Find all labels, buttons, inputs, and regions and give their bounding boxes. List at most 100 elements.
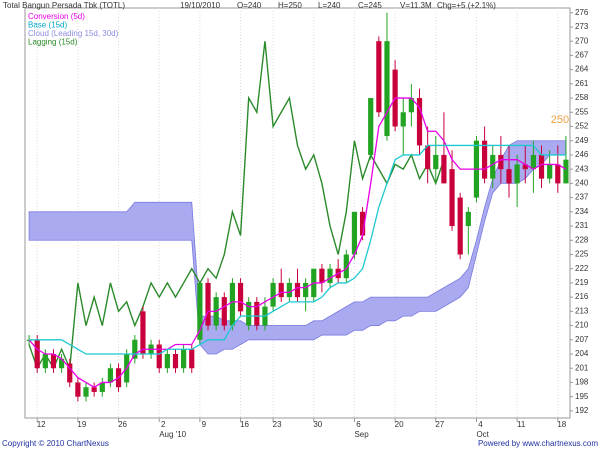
candle-body xyxy=(140,311,146,355)
x-tick-label: 27 xyxy=(435,420,444,429)
x-tick-label: 9 xyxy=(202,420,207,429)
candle-body xyxy=(132,339,138,359)
y-tick-label: 267 xyxy=(575,51,589,60)
header-info: 19/10/2010 xyxy=(180,1,221,10)
candle-body xyxy=(457,197,463,255)
candle-body xyxy=(91,387,97,392)
y-tick-label: 204 xyxy=(575,349,589,358)
candle-body xyxy=(530,154,536,170)
y-tick-label: 258 xyxy=(575,93,589,102)
x-tick-label: 16 xyxy=(240,420,249,429)
candle-body xyxy=(67,363,73,383)
legend-entry: Base (15d) xyxy=(28,21,67,30)
y-tick-label: 234 xyxy=(575,207,589,216)
header-info: O=240 xyxy=(237,1,262,10)
y-tick-label: 216 xyxy=(575,292,589,301)
candle-body xyxy=(205,282,211,326)
candle-body xyxy=(441,154,447,184)
y-tick-label: 222 xyxy=(575,264,589,273)
legend-entry: Cloud (Leading 15d, 30d) xyxy=(28,29,119,38)
candle-body xyxy=(75,382,81,397)
candle-body xyxy=(368,98,374,155)
x-tick-label: 26 xyxy=(118,420,127,429)
y-tick-label: 195 xyxy=(575,392,589,401)
candle-body xyxy=(538,154,545,179)
footer-right: Powered by www.chartnexus.com xyxy=(478,439,598,448)
x-tick-label: 20 xyxy=(395,420,404,429)
candle-body xyxy=(490,154,496,179)
annotation: 250 xyxy=(551,114,569,126)
x-tick-label: 18 xyxy=(557,420,566,429)
candle-body xyxy=(278,282,284,298)
candle-body xyxy=(172,354,179,369)
y-tick-label: 219 xyxy=(575,278,589,287)
candle-body xyxy=(433,154,439,170)
x-tick-label: 11 xyxy=(517,420,526,429)
y-tick-label: 240 xyxy=(575,178,589,187)
candle-body xyxy=(408,98,414,113)
y-tick-label: 228 xyxy=(575,235,589,244)
candle-body xyxy=(189,349,195,369)
footer-left: Copyright © 2010 ChartNexus xyxy=(2,439,109,448)
candle-body xyxy=(506,169,512,184)
candle-body xyxy=(303,282,309,298)
candle-body xyxy=(522,164,528,170)
y-tick-label: 210 xyxy=(575,321,589,330)
candle-body xyxy=(416,98,423,146)
candle-body xyxy=(270,282,276,307)
candle-body xyxy=(294,282,301,298)
y-tick-label: 273 xyxy=(575,22,589,31)
candle-body xyxy=(221,297,227,326)
candle-body xyxy=(50,354,57,369)
candle-body xyxy=(246,301,252,326)
line-series xyxy=(29,144,566,355)
month-label: Sep xyxy=(354,430,369,439)
y-tick-label: 261 xyxy=(575,79,589,88)
y-tick-label: 246 xyxy=(575,150,589,159)
candle-body xyxy=(59,358,65,369)
candle-body xyxy=(319,268,325,283)
candle-body xyxy=(400,112,406,127)
candle-body xyxy=(384,41,390,136)
header-info: Chg=+5 (+2.1%) xyxy=(437,1,496,10)
candle-body xyxy=(481,140,488,179)
candle-body xyxy=(286,282,292,298)
x-tick-label: 30 xyxy=(313,420,322,429)
candle-body xyxy=(83,387,89,397)
chart-title: Total Bangun Persada Tbk (TOTL) xyxy=(3,1,125,10)
y-tick-label: 255 xyxy=(575,107,589,116)
y-tick-label: 237 xyxy=(575,193,589,202)
candle-body xyxy=(164,354,170,369)
legend-entry: Conversion (5d) xyxy=(28,12,85,21)
x-tick-label: 12 xyxy=(37,420,46,429)
candle-body xyxy=(465,211,471,227)
y-tick-label: 249 xyxy=(575,136,589,145)
candle-body xyxy=(42,354,48,369)
x-tick-label: 19 xyxy=(77,420,86,429)
month-label: Oct xyxy=(476,430,489,439)
x-tick-label: 4 xyxy=(478,420,483,429)
header-info: L=240 xyxy=(318,1,341,10)
candle-body xyxy=(359,211,366,236)
x-tick-label: 2 xyxy=(161,420,166,429)
candle-body xyxy=(563,159,569,184)
candle-body xyxy=(254,301,260,326)
candle-body xyxy=(514,164,520,184)
y-tick-label: 276 xyxy=(575,8,589,17)
line-series xyxy=(28,41,445,370)
candle-body xyxy=(156,344,162,369)
y-tick-label: 264 xyxy=(575,65,589,74)
candle-body xyxy=(498,154,504,170)
candle-body xyxy=(181,349,187,369)
candle-body xyxy=(547,164,553,179)
y-tick-label: 270 xyxy=(575,36,589,45)
x-tick-label: 6 xyxy=(356,420,361,429)
candle-body xyxy=(376,41,382,113)
legend-entry: Lagging (15d) xyxy=(28,38,78,47)
candle-body xyxy=(229,282,236,326)
candle-body xyxy=(197,282,203,340)
y-tick-label: 243 xyxy=(575,164,589,173)
candle-body xyxy=(34,339,40,369)
